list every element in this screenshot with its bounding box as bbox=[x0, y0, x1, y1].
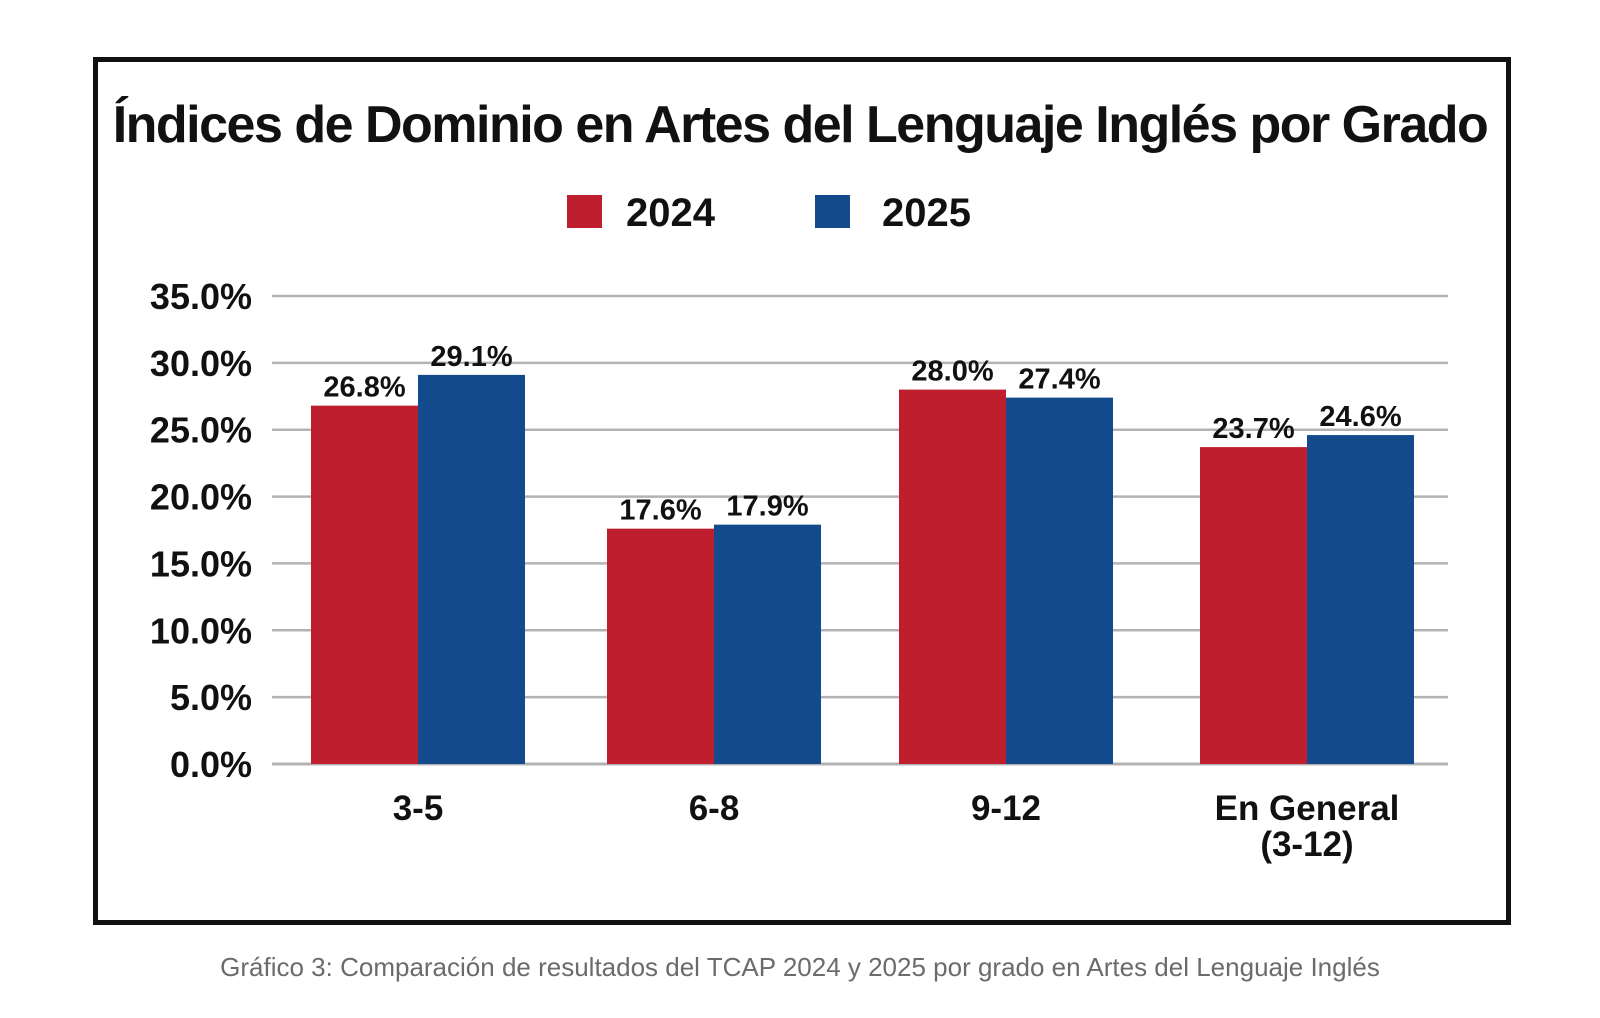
data-label: 29.1% bbox=[430, 341, 512, 373]
x-tick-label: (3-12) bbox=[1260, 825, 1353, 864]
y-tick-label: 25.0% bbox=[150, 410, 252, 451]
bar-2024-3-5 bbox=[311, 405, 418, 764]
y-tick-label: 35.0% bbox=[150, 276, 252, 317]
bar-2025-3-5 bbox=[418, 374, 525, 764]
legend-swatch-2024 bbox=[567, 195, 602, 228]
x-tick-label: 3-5 bbox=[393, 789, 444, 828]
data-label: 27.4% bbox=[1018, 364, 1100, 396]
y-tick-label: 0.0% bbox=[170, 744, 252, 785]
x-tick-label: 6-8 bbox=[689, 789, 740, 828]
x-tick-label: 9-12 bbox=[971, 789, 1041, 828]
data-label: 24.6% bbox=[1319, 401, 1401, 433]
bars bbox=[311, 374, 1414, 764]
x-tick-label: En General bbox=[1215, 789, 1400, 828]
chart-legend: 2024 2025 bbox=[567, 191, 971, 235]
bar-2024-6-8 bbox=[607, 528, 714, 764]
y-tick-label: 10.0% bbox=[150, 610, 252, 651]
figure-caption: Gráfico 3: Comparación de resultados del… bbox=[220, 952, 1380, 982]
data-label: 23.7% bbox=[1212, 413, 1294, 445]
chart-title: Índices de Dominio en Artes del Lenguaje… bbox=[113, 96, 1488, 154]
data-label: 26.8% bbox=[323, 372, 405, 404]
legend-label-2024: 2024 bbox=[626, 191, 716, 235]
data-labels: 26.8% 29.1% 17.6% 17.9% 28.0% 27.4% 23.7% 24.6% bbox=[323, 341, 1401, 527]
bar-2024-En General (3-12) bbox=[1200, 447, 1307, 764]
bar-2025-9-12 bbox=[1006, 397, 1113, 764]
y-tick-label: 5.0% bbox=[170, 677, 252, 718]
data-label: 17.6% bbox=[619, 495, 701, 527]
bar-2025-6-8 bbox=[714, 524, 821, 764]
data-label: 17.9% bbox=[726, 491, 808, 523]
y-tick-label: 20.0% bbox=[150, 477, 252, 518]
data-label: 28.0% bbox=[911, 356, 993, 388]
legend-label-2025: 2025 bbox=[882, 191, 971, 235]
legend-swatch-2025 bbox=[815, 195, 850, 228]
y-axis: 0.0% 5.0% 10.0% 15.0% 20.0% 25.0% 30.0% 35.0% bbox=[150, 276, 252, 785]
y-tick-label: 30.0% bbox=[150, 343, 252, 384]
x-axis: 3-5 6-8 9-12 En General(3-12) bbox=[393, 789, 1400, 864]
y-tick-label: 15.0% bbox=[150, 543, 252, 584]
bar-2025-En General (3-12) bbox=[1307, 435, 1414, 764]
bar-2024-9-12 bbox=[899, 389, 1006, 764]
